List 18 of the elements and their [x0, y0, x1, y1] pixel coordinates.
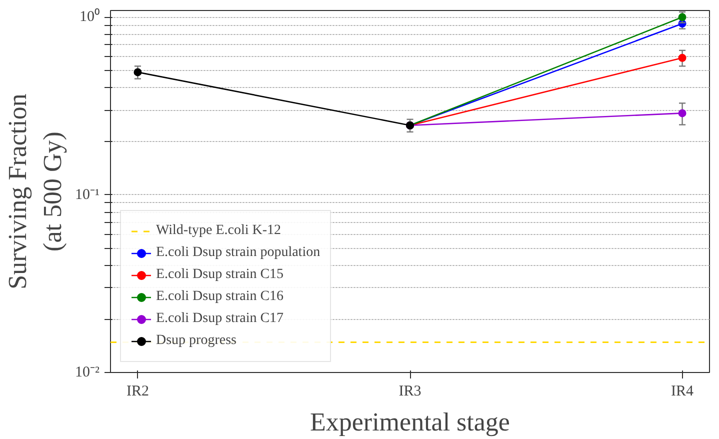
legend-label: Wild-type E.coli K-12: [156, 223, 282, 239]
y-axis-title: Surviving Fraction (at 500 Gy): [3, 94, 68, 290]
legend-label: E.coli Dsup strain population: [156, 245, 320, 261]
point: [678, 109, 686, 118]
x-axis-title: Experimental stage: [310, 408, 510, 436]
legend-label: E.coli Dsup strain C17: [156, 311, 284, 327]
legend-label: E.coli Dsup strain C15: [156, 267, 284, 283]
point: [134, 68, 142, 76]
x-tick-label: IR2: [126, 384, 149, 400]
x-tick-label: IR4: [671, 384, 694, 400]
x-tick-label: IR3: [398, 384, 422, 400]
y-tick-label: 10⁻²: [75, 364, 100, 380]
point: [678, 54, 686, 62]
legend-label: E.coli Dsup strain C16: [156, 289, 284, 305]
legend-label: Dsup progress: [156, 333, 236, 349]
point: [678, 13, 686, 22]
y-tick-label: 10⁰: [80, 8, 100, 26]
y-tick-label: 10⁻¹: [75, 186, 100, 203]
